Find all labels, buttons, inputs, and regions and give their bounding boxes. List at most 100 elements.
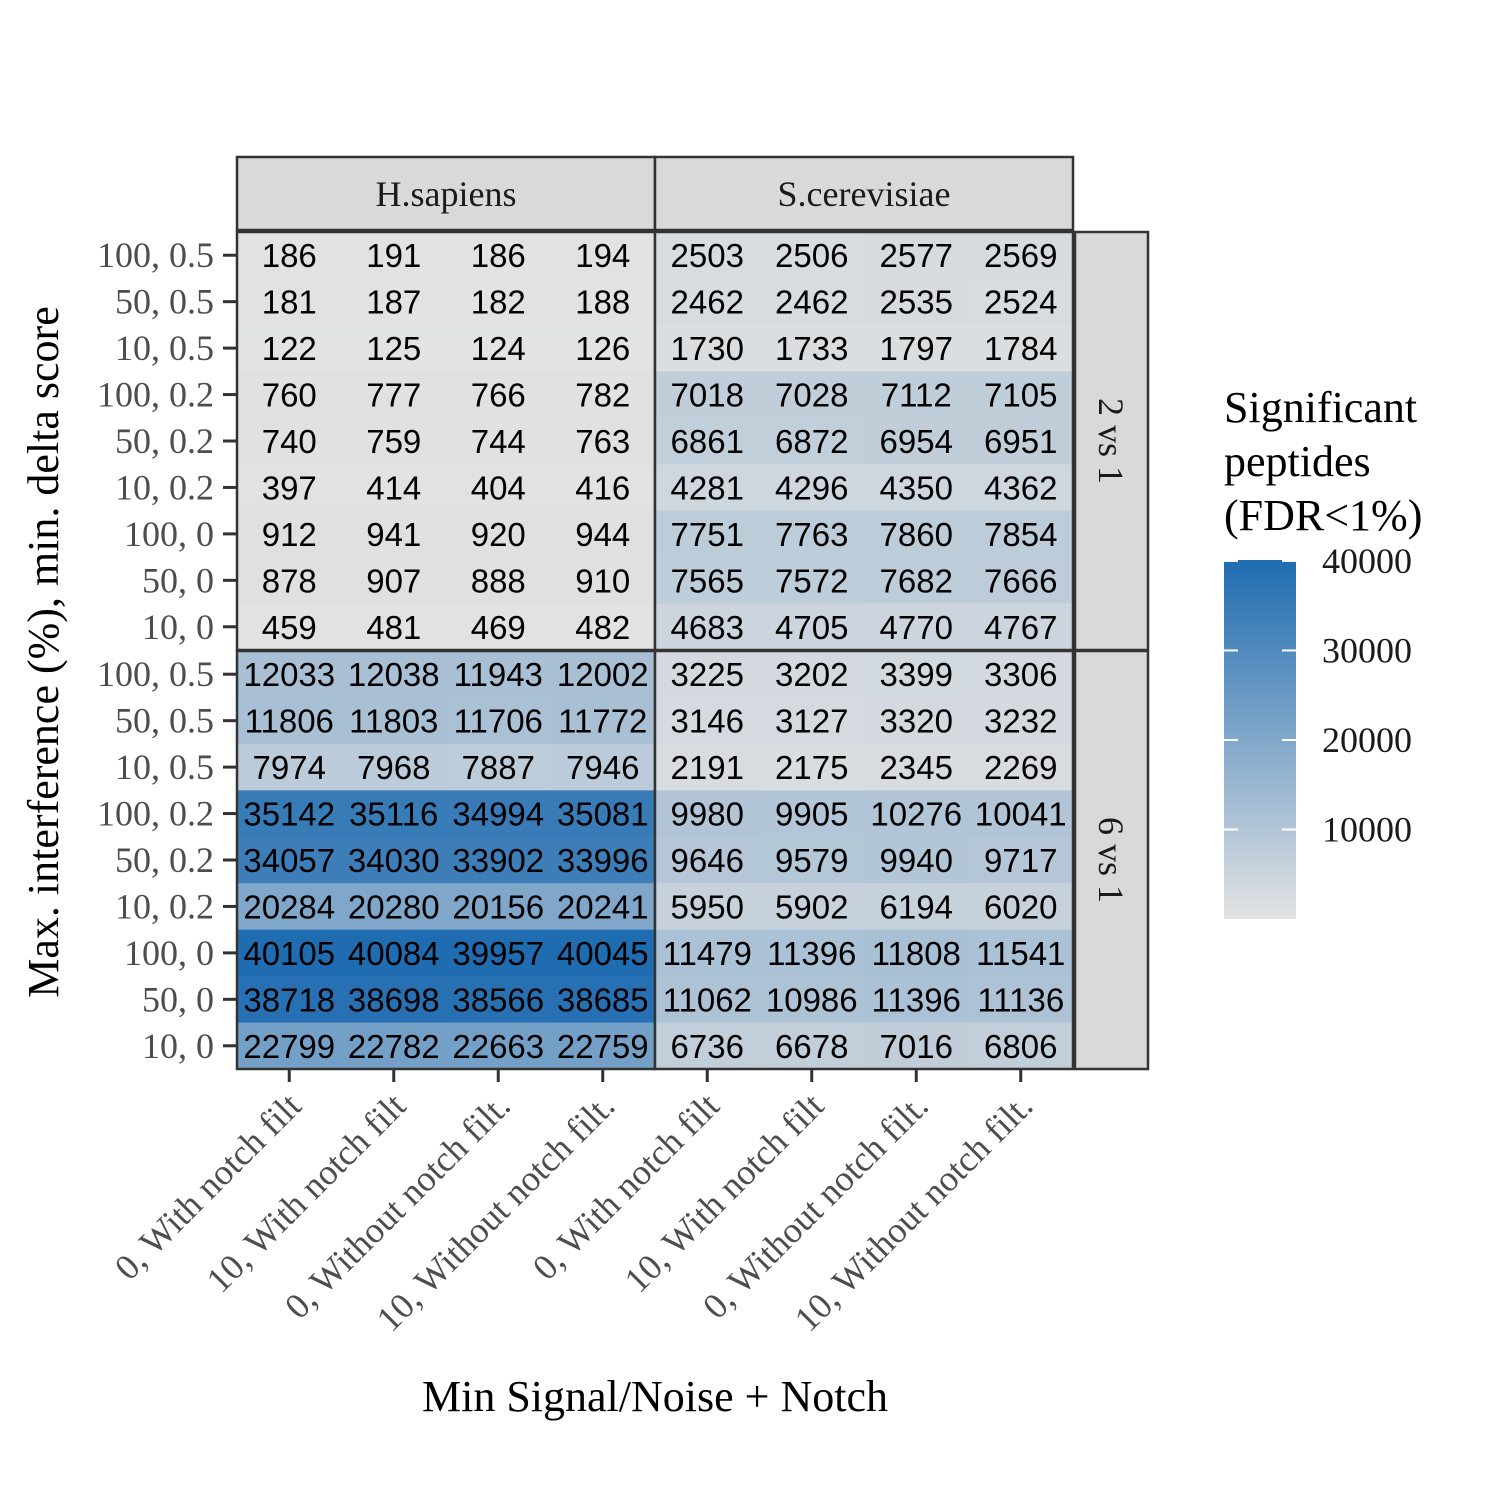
cell-value-label: 20241: [557, 888, 649, 925]
cell-value-label: 740: [262, 423, 317, 460]
y-tick-label: 10, 0: [142, 1026, 214, 1066]
legend-tick-label: 30000: [1322, 630, 1412, 670]
cell-value-label: 763: [575, 423, 630, 460]
cell-value-label: 2506: [775, 237, 848, 274]
heatmap-cell: [550, 557, 656, 605]
cell-value-label: 4683: [671, 609, 744, 646]
cell-value-label: 9579: [775, 842, 848, 879]
cell-value-label: 194: [575, 237, 630, 274]
cell-value-label: 6951: [984, 423, 1057, 460]
heatmap-cell: [341, 464, 447, 512]
cell-value-label: 9940: [880, 842, 953, 879]
heatmap-cell: [550, 371, 656, 419]
heatmap-cell: [237, 324, 342, 372]
heatmap-cell: [864, 557, 969, 605]
y-tick-label: 10, 0.5: [115, 747, 214, 787]
heatmap-cell: [655, 743, 760, 791]
cell-value-label: 38718: [243, 981, 335, 1018]
heatmap-cell: [341, 743, 447, 791]
row-facet-label: 2 vs 1: [1091, 398, 1131, 484]
heatmap-cell: [341, 836, 447, 884]
cell-value-label: 5902: [775, 888, 848, 925]
cell-value-label: 12002: [557, 656, 649, 693]
cell-value-label: 6806: [984, 1028, 1057, 1065]
cell-value-label: 181: [262, 284, 317, 321]
heatmap-cell: [864, 417, 969, 465]
cell-value-label: 12038: [348, 656, 440, 693]
heatmap-cell: [968, 976, 1074, 1024]
cell-value-label: 6736: [671, 1028, 744, 1065]
heatmap-cell: [655, 278, 760, 326]
cell-value-label: 10041: [975, 796, 1067, 833]
heatmap-cell: [655, 324, 760, 372]
panel-h-sapiens-2-vs-1: 186 191 186 194 181 187 182 188 122 125 124 126 760 7…: [235, 230, 657, 652]
heatmap-cell: [446, 324, 551, 372]
heatmap-cell: [759, 510, 865, 558]
cell-value-label: 4281: [671, 469, 744, 506]
cell-value-label: 122: [262, 330, 317, 367]
cell-value-label: 3399: [880, 656, 953, 693]
heatmap-cell: [864, 278, 969, 326]
heatmap-cell: [237, 697, 342, 745]
cell-value-label: 33902: [452, 842, 544, 879]
cell-value-label: 404: [471, 469, 526, 506]
legend-title: Significant: [1224, 383, 1417, 432]
cell-value-label: 11803: [349, 703, 438, 740]
cell-value-label: 3146: [671, 703, 744, 740]
heatmap-cell: [446, 790, 551, 838]
strip-background: [1073, 649, 1150, 1071]
cell-value-label: 7887: [462, 749, 535, 786]
heatmap-cell: [759, 324, 865, 372]
y-tick-label: 50, 0: [142, 979, 214, 1019]
heatmap-cell: [864, 324, 969, 372]
heatmap-cell: [341, 976, 447, 1024]
cell-value-label: 9646: [671, 842, 744, 879]
color-legend: Significant peptides (FDR<1%) 10000 20000 300…: [1224, 383, 1422, 919]
cell-value-label: 416: [575, 469, 630, 506]
cell-value-label: 6872: [775, 423, 848, 460]
cell-value-label: 9905: [775, 796, 848, 833]
cell-value-label: 2175: [775, 749, 848, 786]
cell-value-label: 126: [575, 330, 630, 367]
heatmap-cell: [968, 603, 1074, 651]
heatmap-cell: [655, 603, 760, 651]
heatmap-cell: [655, 883, 760, 931]
cell-value-label: 7105: [984, 377, 1057, 414]
facet-panels: 186 191 186 194 181 187 182 188 122 125 124 126 760 7…: [235, 230, 1075, 1071]
cell-value-label: 10276: [870, 796, 962, 833]
cell-value-label: 5950: [671, 888, 744, 925]
heatmap-cell: [446, 464, 551, 512]
x-tick-label: 0, With notch filt: [107, 1085, 309, 1287]
heatmap-cell: [446, 929, 551, 977]
heatmap-cell: [237, 790, 342, 838]
heatmap-cell: [550, 510, 656, 558]
heatmap-cell: [968, 557, 1074, 605]
heatmap-cell: [759, 232, 865, 279]
heatmap-cell: [655, 232, 760, 279]
heatmap-cell: [446, 743, 551, 791]
column-facet-label: H.sapiens: [376, 174, 517, 214]
heatmap-cell: [759, 417, 865, 465]
x-tick-label: 0, With notch filt: [525, 1085, 727, 1287]
cell-value-label: 186: [471, 237, 526, 274]
heatmap-cell: [759, 603, 865, 651]
heatmap-cell: [446, 278, 551, 326]
y-tick-label: 100, 0: [124, 933, 214, 973]
y-tick-label: 50, 0.5: [115, 282, 214, 322]
panel-s-cerevisiae-2-vs-1: 2503 2506 2577 2569 2462 2462 2535 2524 1730 1733…: [653, 230, 1075, 652]
cell-value-label: 744: [471, 423, 526, 460]
heatmap-cell: [759, 883, 865, 931]
heatmap-cell: [237, 743, 342, 791]
legend-title: peptides: [1224, 437, 1371, 486]
heatmap-cell: [759, 743, 865, 791]
heatmap-cell: [864, 836, 969, 884]
cell-value-label: 481: [366, 609, 421, 646]
heatmap-cell: [237, 510, 342, 558]
y-tick-label: 10, 0.2: [115, 467, 214, 507]
cell-value-label: 35142: [243, 796, 335, 833]
y-tick-label: 100, 0: [124, 514, 214, 554]
cell-value-label: 3225: [671, 656, 744, 693]
heatmap-cell: [759, 697, 865, 745]
heatmap-cell: [968, 324, 1074, 372]
heatmap-cell: [968, 510, 1074, 558]
